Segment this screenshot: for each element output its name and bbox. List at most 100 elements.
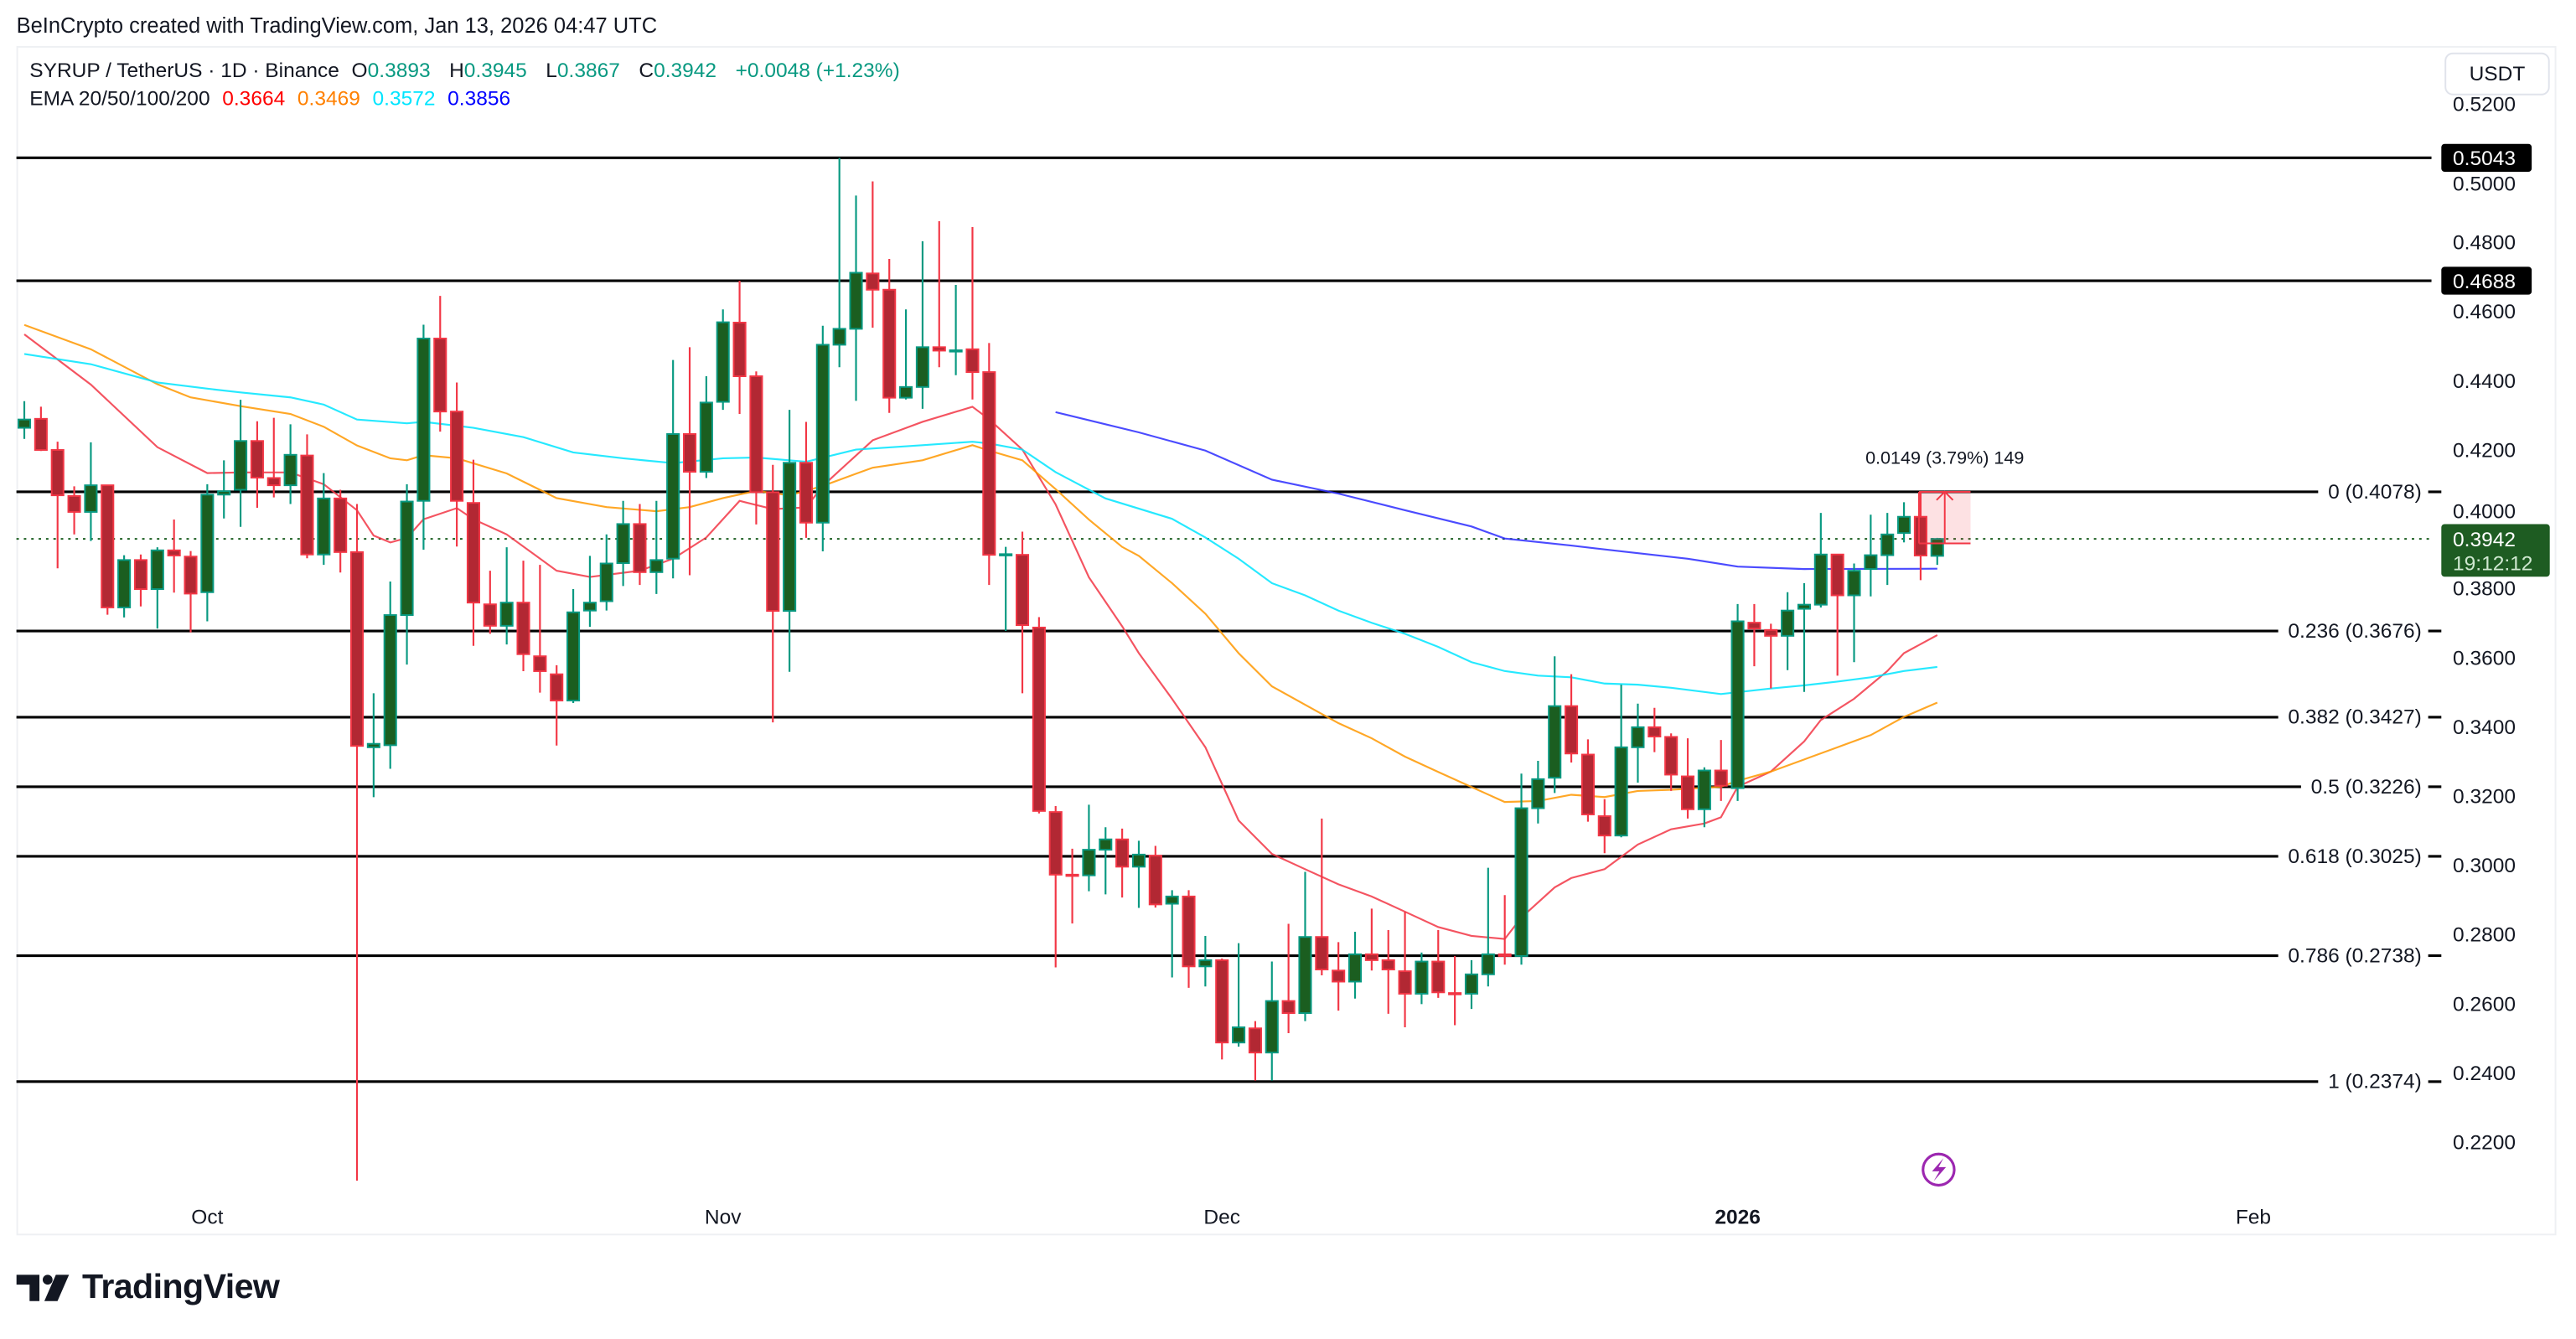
candle-body [1514, 807, 1529, 957]
candle-body [266, 477, 281, 487]
candle-body [1448, 992, 1462, 995]
candle-body [17, 418, 32, 429]
ema200-value: 0.3856 [447, 86, 511, 111]
price-tick-label: 0.2400 [2453, 1062, 2516, 1085]
price-tick-label: 0.3000 [2453, 855, 2516, 877]
candle-body [1813, 553, 1828, 606]
candle-up [1464, 959, 1479, 1010]
candle-down [34, 406, 48, 452]
currency-button[interactable]: USDT [2444, 52, 2550, 96]
candle-body [466, 502, 481, 604]
candle-body [167, 549, 181, 556]
candle-body [1614, 746, 1628, 837]
candle-body [866, 272, 880, 291]
candle-up [317, 473, 331, 566]
candle-up [1481, 867, 1495, 987]
price-tick-label: 0.4000 [2453, 501, 2516, 524]
bar-countdown-label: 19:12:12 [2453, 552, 2532, 575]
candle-body [1797, 603, 1812, 610]
fib-level-label: 0.786 (0.2738) [2288, 944, 2421, 967]
candle-up [1298, 871, 1312, 1021]
candle-body [1565, 705, 1579, 755]
candle-down [483, 571, 497, 634]
high-label: H [449, 59, 464, 83]
candle-down [1281, 923, 1296, 1034]
candle-up [1697, 767, 1711, 828]
candle-body [1597, 815, 1611, 837]
symbol-legend: SYRUP / TetherUS · 1D · Binance O0.3893 … [29, 59, 906, 82]
candle-up [1415, 952, 1429, 1005]
price-axis[interactable]: 0.5200 0.5000 0.4800 0.4600 0.4400 0.4200 0.40… [2441, 93, 2550, 1155]
candle-up [217, 460, 231, 519]
candle-body [117, 559, 132, 608]
lightning-icon[interactable] [1922, 1152, 1956, 1187]
last-price-label: 0.3942 [2453, 529, 2516, 551]
candle-up [416, 324, 431, 550]
candle-body [483, 603, 497, 627]
fib-level-label: 0.236 (0.3676) [2288, 620, 2421, 643]
candle-body [1830, 553, 1844, 597]
candle-body [516, 602, 530, 655]
candle-body [1032, 626, 1046, 812]
candle-down [349, 504, 365, 1181]
candle-up [1165, 890, 1179, 978]
fib-level-label: 0.618 (0.3025) [2288, 845, 2421, 868]
candle-up [1730, 603, 1745, 801]
candle-body [1131, 853, 1146, 868]
candle-up [1514, 773, 1529, 965]
candle-up [1797, 583, 1812, 692]
candle-down [866, 181, 880, 328]
candle-down [1032, 617, 1046, 814]
candle-body [1099, 838, 1113, 851]
candle-body [1497, 953, 1512, 957]
candle-down [982, 343, 996, 586]
candle-down [1332, 942, 1346, 1011]
candle-body [1714, 769, 1728, 787]
candle-down [965, 226, 980, 400]
candle-body [317, 497, 331, 556]
candle-up [1880, 513, 1895, 586]
candle-down [1048, 806, 1063, 968]
candle-body [1347, 953, 1363, 983]
candle-body [34, 417, 48, 451]
chart-panel [16, 45, 2557, 1236]
candle-up [666, 359, 680, 579]
candle-up [84, 442, 98, 541]
candle-body [1481, 953, 1495, 975]
candle-up [1082, 804, 1096, 892]
time-tick-label: Dec [1203, 1207, 1240, 1229]
candle-up [283, 424, 297, 504]
candle-down [1065, 848, 1079, 924]
candle-up [17, 401, 32, 439]
candle-body [1298, 936, 1312, 1015]
open-group: O0.3893 [352, 59, 437, 82]
candle-body [366, 742, 380, 748]
candle-body [1580, 753, 1595, 815]
candle-down [101, 484, 115, 615]
measure-tool[interactable]: 0.0149 (3.79%) 149 [1865, 447, 2024, 545]
candle-body [1764, 628, 1778, 637]
price-tick-label: 0.3600 [2453, 647, 2516, 670]
candle-body [217, 490, 231, 496]
candle-up [582, 556, 597, 628]
candle-up [1781, 592, 1795, 670]
candle-up [616, 500, 630, 587]
candle-body [1415, 960, 1429, 995]
candle-up [1614, 685, 1628, 838]
candle-body [699, 401, 713, 473]
candle-body [633, 523, 647, 573]
candle-up [949, 284, 963, 375]
candle-body [1747, 622, 1761, 630]
candle-body [433, 338, 447, 413]
candle-body [67, 494, 81, 513]
symbol-name: SYRUP / TetherUS · 1D · Binance [29, 59, 339, 83]
candle-down [167, 520, 181, 593]
candle-down [1764, 623, 1778, 689]
candle-up [150, 547, 164, 629]
candle-up [1232, 943, 1246, 1047]
time-axis[interactable]: Oct Nov Dec 2026 Feb [191, 1207, 2271, 1229]
candle-body [1398, 970, 1412, 995]
candle-down [1115, 828, 1130, 898]
candle-down [184, 551, 198, 633]
